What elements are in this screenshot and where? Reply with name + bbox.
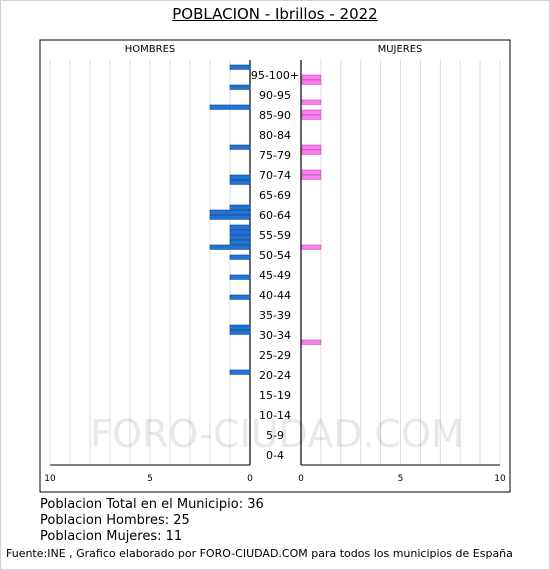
bar-hombres: [229, 179, 251, 185]
age-label: 75-79: [259, 149, 291, 162]
age-label: 65-69: [259, 189, 291, 202]
bar-hombres: [229, 64, 251, 70]
bar-hombres: [209, 104, 251, 110]
age-label: 45-49: [259, 269, 291, 282]
bar-hombres: [229, 329, 251, 335]
age-label: 15-19: [259, 389, 291, 402]
age-label: 5-9: [266, 429, 284, 442]
tick-label-mujeres: 10: [494, 474, 506, 484]
bar-mujeres: [301, 339, 322, 345]
age-label: 90-95: [259, 89, 291, 102]
age-label: 70-74: [259, 169, 291, 182]
age-label: 40-44: [259, 289, 291, 302]
bar-mujeres: [301, 74, 322, 80]
bar-hombres: [229, 239, 251, 245]
bar-hombres: [209, 214, 251, 220]
bar-mujeres: [301, 79, 322, 85]
bar-mujeres: [301, 114, 322, 120]
bar-mujeres: [301, 244, 322, 250]
bar-mujeres: [301, 174, 322, 180]
age-label: 60-64: [259, 209, 291, 222]
age-label: 55-59: [259, 229, 291, 242]
bar-hombres: [229, 369, 251, 375]
bar-mujeres: [301, 99, 322, 105]
age-label: 35-39: [259, 309, 291, 322]
age-label: 80-84: [259, 129, 291, 142]
bar-mujeres: [301, 109, 322, 115]
bar-mujeres: [301, 169, 322, 175]
panel-label-hombres: HOMBRES: [125, 44, 176, 55]
tick-label-mujeres: 0: [298, 474, 304, 484]
bar-hombres: [229, 274, 251, 280]
bar-hombres: [229, 234, 251, 240]
age-label: 95-100+: [251, 69, 299, 82]
age-label: 20-24: [259, 369, 291, 382]
tick-label-hombres: 5: [147, 474, 153, 484]
age-label: 0-4: [266, 449, 284, 462]
bar-hombres: [229, 254, 251, 260]
watermark: FORO-CIUDAD.COM: [90, 412, 464, 456]
bar-hombres: [209, 209, 251, 215]
bar-hombres: [229, 174, 251, 180]
bar-hombres: [229, 224, 251, 230]
bar-hombres: [229, 84, 251, 90]
age-label: 10-14: [259, 409, 291, 422]
tick-label-hombres: 10: [44, 474, 56, 484]
bar-hombres: [229, 294, 251, 300]
stat-hombres: Poblacion Hombres: 25: [40, 513, 190, 528]
bar-hombres: [229, 204, 251, 210]
panel-label-mujeres: MUJERES: [378, 44, 423, 55]
chart-title: POBLACION - Ibrillos - 2022: [172, 5, 378, 23]
bar-hombres: [229, 144, 251, 150]
bar-mujeres: [301, 144, 322, 150]
bar-hombres: [209, 244, 251, 250]
population-pyramid-chart: HOMBRES MUJERES 10 5 0 0 5 10 95-100+ 90-95 85-90 8…: [39, 39, 511, 493]
age-label: 50-54: [259, 249, 291, 262]
footer-source: Fuente:INE , Grafico elaborado por FORO-…: [6, 547, 513, 560]
stat-mujeres: Poblacion Mujeres: 11: [40, 529, 183, 544]
bar-hombres: [229, 324, 251, 330]
stat-total: Poblacion Total en el Municipio: 36: [40, 497, 264, 512]
age-label: 85-90: [259, 109, 291, 122]
age-label: 25-29: [259, 349, 291, 362]
chart-border: [39, 39, 511, 493]
tick-label-mujeres: 5: [398, 474, 404, 484]
tick-label-hombres: 0: [247, 474, 253, 484]
age-label: 30-34: [259, 329, 291, 342]
bar-hombres: [229, 229, 251, 235]
bar-mujeres: [301, 149, 322, 155]
